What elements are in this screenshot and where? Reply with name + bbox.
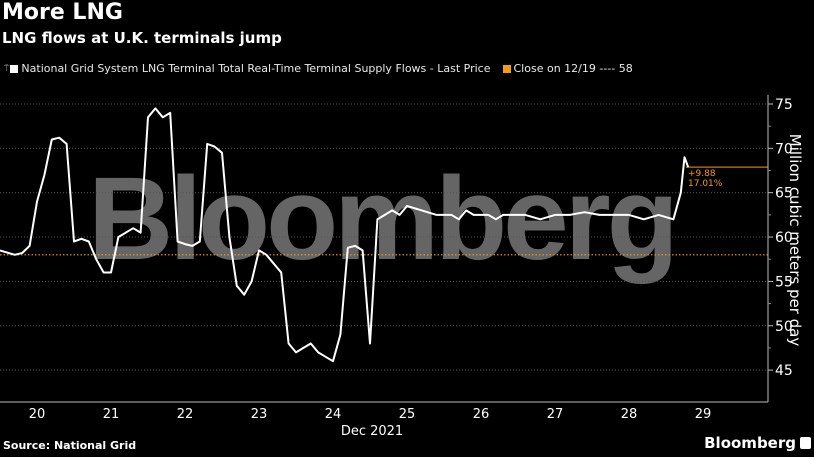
chart-subtitle: LNG flows at U.K. terminals jump [2, 29, 282, 47]
y-tick-label: 55 [775, 274, 793, 290]
gridlines [0, 103, 768, 371]
y-axis-ticks: 45 50 55 60 65 70 75 [768, 97, 793, 379]
x-tick-label: 26 [473, 407, 490, 422]
x-tick-label: 22 [177, 407, 194, 422]
x-tick-label: 24 [325, 407, 342, 422]
y-tick-label: 75 [775, 97, 793, 113]
pin-icon: ⍑ [4, 63, 10, 74]
x-axis-label: Dec 2021 [341, 424, 403, 439]
x-tick-label: 21 [103, 407, 120, 422]
y-tick-label: 45 [775, 363, 793, 379]
chart-title: More LNG [2, 0, 123, 25]
x-tick-label: 29 [695, 407, 712, 422]
y-tick-label: 60 [775, 230, 793, 246]
x-tick-label: 27 [547, 407, 564, 422]
bloomberg-chart-icon [800, 437, 811, 449]
y-tick-label: 70 [775, 141, 793, 157]
y-tick-label: 65 [775, 186, 793, 202]
reference-legend: Close on 12/19 ---- 58 [502, 62, 633, 75]
change-annotation: +9.88 [688, 169, 716, 179]
y-axis-label: Million cubic meters per day [786, 133, 804, 347]
reference-legend-label: Close on 12/19 ---- 58 [513, 62, 633, 75]
legend: ⍑ National Grid System LNG Terminal Tota… [4, 62, 633, 75]
x-tick-label: 28 [621, 407, 638, 422]
x-tick-label: 23 [251, 407, 268, 422]
series-legend-label: National Grid System LNG Terminal Total … [21, 62, 491, 75]
x-axis-ticks: 20 21 22 23 24 25 26 27 28 29 [29, 407, 712, 422]
series-swatch [10, 64, 19, 73]
x-tick-label: 25 [399, 407, 416, 422]
y-tick-label: 50 [775, 319, 793, 335]
change-pct-annotation: 17.01% [688, 179, 723, 189]
bloomberg-logo: Bloomberg [704, 434, 796, 452]
reference-swatch [502, 64, 511, 73]
source-note: Source: National Grid [3, 439, 137, 452]
series-line [0, 107, 690, 363]
x-tick-label: 20 [29, 407, 46, 422]
